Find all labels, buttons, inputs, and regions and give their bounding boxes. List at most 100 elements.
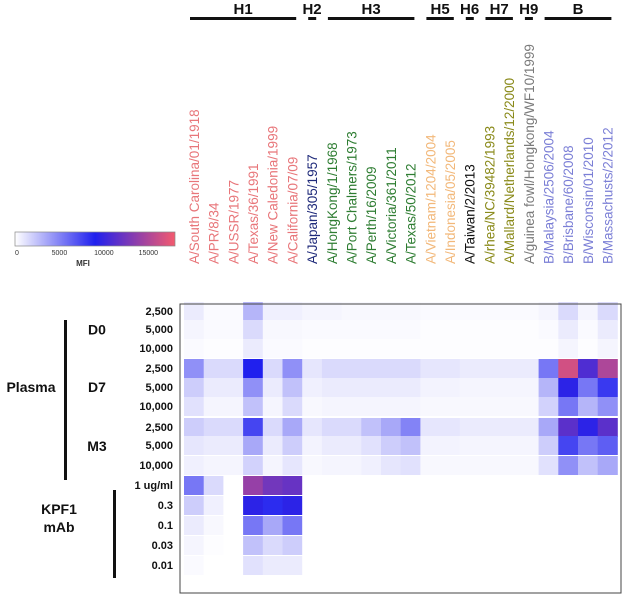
heatmap-cell: [400, 418, 421, 437]
heatmap-cell: [302, 320, 323, 339]
heatmap-cell: [243, 556, 264, 575]
heatmap-cell: [400, 397, 421, 416]
column-label: A/Japan/305/1957: [305, 154, 320, 264]
group-label: H2: [302, 1, 321, 18]
column-label: A/PR/8/34: [207, 202, 222, 264]
heatmap-cell: [203, 378, 224, 397]
column-label: A/Indonesia/05/2005: [443, 140, 458, 264]
heatmap-cell: [282, 436, 303, 455]
heatmap-cell: [243, 536, 264, 555]
heatmap-cell: [459, 496, 480, 515]
heatmap-cell: [302, 302, 323, 321]
heatmap-cell: [558, 320, 579, 339]
row-label: 2,500: [145, 306, 173, 318]
heatmap-cell: [321, 516, 342, 535]
heatmap-cell: [597, 536, 618, 555]
heatmap-cell: [203, 397, 224, 416]
heatmap-cell: [518, 302, 539, 321]
heatmap-cell: [341, 556, 362, 575]
heatmap-cell: [282, 456, 303, 475]
heatmap-cell: [243, 359, 264, 378]
heatmap-cell: [381, 418, 402, 437]
heatmap-cell: [361, 536, 382, 555]
heatmap-cell: [558, 476, 579, 495]
heatmap-cell: [578, 339, 599, 358]
heatmap-cell: [597, 302, 618, 321]
heatmap-cell: [578, 320, 599, 339]
heatmap-cell: [558, 436, 579, 455]
heatmap-cell: [400, 302, 421, 321]
heatmap-cell: [262, 397, 283, 416]
heatmap-cell: [341, 378, 362, 397]
heatmap-cell: [518, 536, 539, 555]
column-label: A/USSR/1977: [226, 180, 241, 264]
heatmap-cell: [499, 320, 520, 339]
heatmap-cell: [420, 496, 441, 515]
heatmap-cell: [597, 496, 618, 515]
heatmap-cell: [518, 496, 539, 515]
heatmap-cell: [243, 436, 264, 455]
heatmap-cell: [203, 516, 224, 535]
heatmap-cell: [440, 436, 461, 455]
heatmap-cell: [518, 556, 539, 575]
group-underline: [485, 17, 513, 20]
heatmap-cell: [361, 320, 382, 339]
heatmap-cell: [499, 536, 520, 555]
heatmap-cell: [479, 378, 500, 397]
heatmap-cell: [420, 418, 441, 437]
heatmap-cell: [538, 320, 559, 339]
heatmap-cell: [223, 378, 244, 397]
heatmap-cell: [381, 359, 402, 378]
heatmap-cell: [184, 359, 205, 378]
heatmap-cell: [381, 496, 402, 515]
heatmap-cell: [282, 536, 303, 555]
heatmap-cell: [282, 339, 303, 358]
heatmap-cell: [321, 397, 342, 416]
colorbar-tick-label: 15000: [139, 250, 159, 257]
heatmap-cell: [341, 516, 362, 535]
column-label: B/Wisconsin/01/2010: [581, 137, 596, 264]
heatmap-cell: [223, 476, 244, 495]
heatmap-cell: [184, 436, 205, 455]
heatmap-cell: [597, 397, 618, 416]
heatmap-cell: [518, 456, 539, 475]
colorbar-tick-label: 10000: [94, 250, 114, 257]
heatmap-cell: [578, 436, 599, 455]
heatmap-cell: [578, 496, 599, 515]
heatmap-cell: [243, 496, 264, 515]
heatmap-cell: [361, 359, 382, 378]
group-underline: [544, 17, 612, 20]
heatmap-cell: [243, 476, 264, 495]
heatmap-cell: [243, 378, 264, 397]
heatmap-cell: [223, 418, 244, 437]
heatmap-cell: [459, 359, 480, 378]
heatmap-cell: [597, 418, 618, 437]
heatmap-cell: [479, 397, 500, 416]
heatmap-cell: [420, 556, 441, 575]
heatmap-cell: [282, 516, 303, 535]
heatmap-cell: [459, 418, 480, 437]
column-label: A/Perth/16/2009: [364, 166, 379, 264]
heatmap-cell: [203, 496, 224, 515]
column-label: A/Victoria/361/2011: [384, 147, 399, 264]
heatmap-cell: [302, 536, 323, 555]
group-underline: [426, 17, 454, 20]
heatmap-cell: [262, 556, 283, 575]
group-label: H9: [519, 1, 538, 18]
row-subgroup-label: M3: [87, 438, 107, 454]
heatmap-cell: [558, 339, 579, 358]
heatmap-cell: [381, 378, 402, 397]
heatmap-cell: [558, 397, 579, 416]
group-underline: [327, 17, 415, 20]
heatmap-cell: [459, 320, 480, 339]
heatmap-cell: [203, 556, 224, 575]
heatmap-cell: [282, 359, 303, 378]
heatmap-cell: [440, 378, 461, 397]
heatmap-cell: [459, 339, 480, 358]
heatmap-cell: [538, 536, 559, 555]
colorbar-gradient: [14, 231, 176, 247]
heatmap-cell: [518, 418, 539, 437]
heatmap-cell: [381, 302, 402, 321]
heatmap-cell: [262, 378, 283, 397]
heatmap-cell: [243, 516, 264, 535]
